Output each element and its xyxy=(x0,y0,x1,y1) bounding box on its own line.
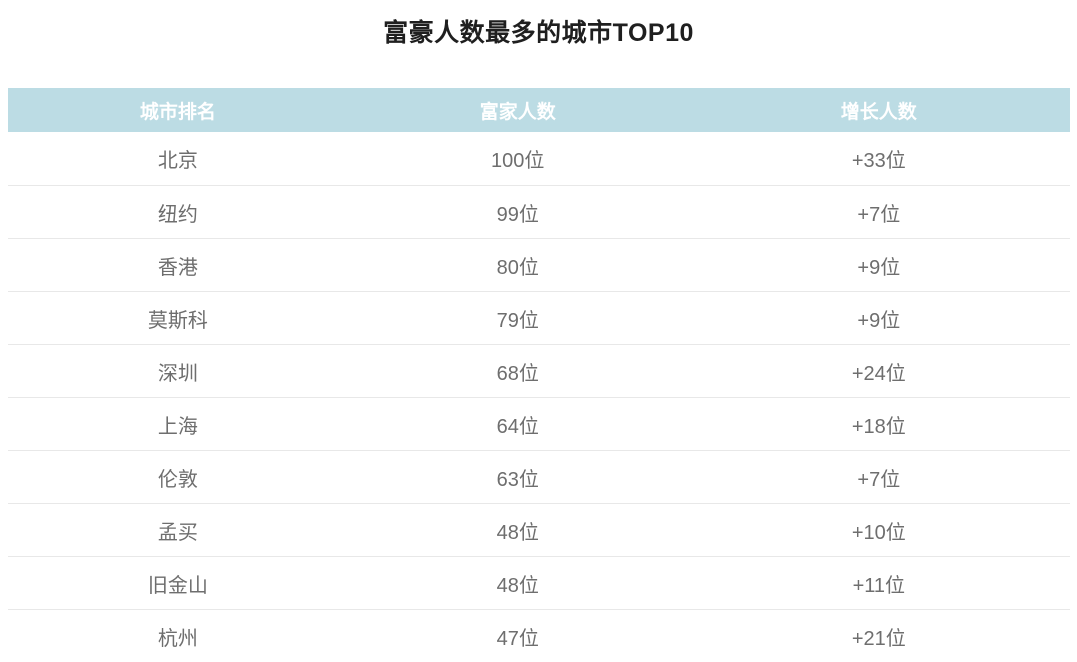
cell-city: 孟买 xyxy=(157,521,198,544)
rich-city-table: 城市排名 富家人数 增长人数 北京 100位 +33位 纽约 99位 +7位 香… xyxy=(8,88,1070,662)
cell-rich-count: 48位 xyxy=(496,574,539,597)
cell-rich-count: 68位 xyxy=(496,362,539,385)
table-row: 纽约 99位 +7位 xyxy=(8,185,1070,238)
table-row: 香港 80位 +9位 xyxy=(8,238,1070,291)
cell-growth: +7位 xyxy=(857,203,901,226)
cell-city: 深圳 xyxy=(157,362,198,385)
cell-growth: +9位 xyxy=(857,256,901,279)
column-header-growth: 增长人数 xyxy=(840,101,917,123)
cell-rich-count: 99位 xyxy=(496,203,539,226)
column-header-rich-count: 富家人数 xyxy=(479,101,556,123)
table-row: 旧金山 48位 +11位 xyxy=(8,556,1070,609)
table-row: 伦敦 63位 +7位 xyxy=(8,450,1070,503)
cell-city: 香港 xyxy=(157,256,198,279)
cell-city: 杭州 xyxy=(157,627,198,650)
table-row: 深圳 68位 +24位 xyxy=(8,344,1070,397)
cell-rich-count: 100位 xyxy=(491,150,545,172)
table-row: 莫斯科 79位 +9位 xyxy=(8,291,1070,344)
table-row: 上海 64位 +18位 xyxy=(8,397,1070,450)
cell-city: 莫斯科 xyxy=(147,309,208,332)
cell-rich-count: 80位 xyxy=(496,256,539,279)
table-row: 杭州 47位 +21位 xyxy=(8,609,1070,662)
cell-growth: +24位 xyxy=(851,362,906,385)
cell-city: 伦敦 xyxy=(157,468,198,491)
cell-rich-count: 63位 xyxy=(496,468,539,491)
cell-rich-count: 64位 xyxy=(496,415,539,438)
table-row: 北京 100位 +33位 xyxy=(8,132,1070,185)
table-body: 北京 100位 +33位 纽约 99位 +7位 香港 80位 +9位 莫斯科 7… xyxy=(8,132,1070,662)
cell-growth: +18位 xyxy=(851,415,906,438)
cell-rich-count: 48位 xyxy=(496,521,539,544)
page-title: 富豪人数最多的城市TOP10 xyxy=(383,19,694,47)
cell-growth: +7位 xyxy=(857,468,901,491)
table-header-row: 城市排名 富家人数 增长人数 xyxy=(8,88,1070,132)
cell-growth: +33位 xyxy=(851,150,906,172)
cell-rich-count: 79位 xyxy=(496,309,539,332)
cell-growth: +21位 xyxy=(851,627,906,650)
cell-growth: +9位 xyxy=(857,309,901,332)
table-row: 孟买 48位 +10位 xyxy=(8,503,1070,556)
cell-growth: +10位 xyxy=(851,521,906,544)
cell-city: 北京 xyxy=(157,150,198,172)
cell-rich-count: 47位 xyxy=(496,627,539,650)
cell-city: 旧金山 xyxy=(147,574,208,597)
cell-growth: +11位 xyxy=(852,574,906,597)
column-header-city-rank: 城市排名 xyxy=(139,101,216,123)
cell-city: 纽约 xyxy=(157,203,198,226)
cell-city: 上海 xyxy=(157,415,198,438)
